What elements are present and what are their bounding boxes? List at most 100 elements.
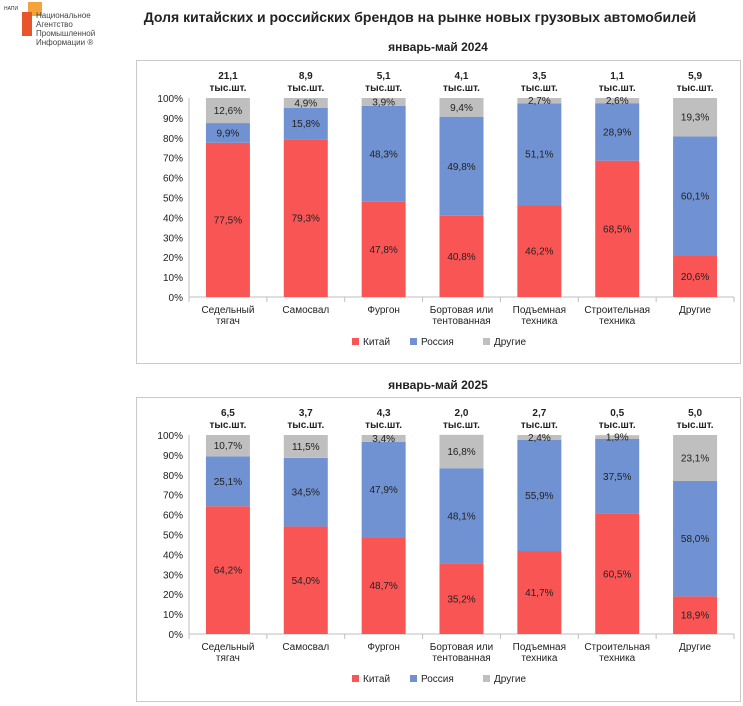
bar-segment: [439, 563, 484, 634]
legend-swatch: [410, 675, 417, 682]
legend-swatch: [483, 338, 490, 345]
legend-swatch: [483, 675, 490, 682]
y-tick-label: 60%: [163, 511, 183, 522]
total-unit: тыс.шт.: [209, 83, 246, 94]
bar-segment: [595, 438, 640, 514]
data-label: 64,2%: [214, 566, 242, 577]
x-tick-label: Самосвал: [282, 642, 329, 653]
data-label: 3,4%: [372, 434, 395, 445]
total-value: 8,9: [299, 71, 313, 82]
x-tick-label: тентованная: [432, 316, 490, 327]
bar-segment: [283, 526, 328, 634]
data-label: 54,0%: [292, 576, 320, 587]
y-tick-label: 20%: [163, 253, 183, 264]
y-tick-label: 10%: [163, 273, 183, 284]
total-unit: тыс.шт.: [287, 83, 324, 94]
data-label: 58,0%: [681, 534, 709, 545]
data-label: 15,8%: [292, 119, 320, 130]
y-tick-label: 80%: [163, 471, 183, 482]
total-unit: тыс.шт.: [677, 420, 714, 431]
data-label: 41,7%: [525, 588, 553, 599]
y-tick-label: 40%: [163, 550, 183, 561]
bar-segment: [283, 98, 328, 108]
data-label: 79,3%: [292, 214, 320, 225]
bar-segment: [517, 439, 562, 552]
data-label: 11,5%: [292, 442, 320, 453]
chart-2025-title: январь-май 2025: [388, 378, 488, 392]
x-tick-label: Седельный: [201, 305, 254, 316]
legend-label: Россия: [421, 337, 454, 348]
bar-segment: [595, 98, 640, 104]
chart-2024-frame: 0% 10% 20% 30% 40% 50% 60% 70% 80% 90% 100% 77,5% 9,…: [136, 60, 741, 364]
y-tick-label: 40%: [163, 213, 183, 224]
bar-segment: [595, 160, 640, 297]
total-value: 2,0: [455, 408, 469, 419]
bar-segment: [517, 551, 562, 634]
total-value: 5,1: [377, 71, 391, 82]
data-label: 46,2%: [525, 247, 553, 258]
x-tick-label: Строительная: [584, 305, 650, 316]
data-label: 48,3%: [369, 149, 397, 160]
bar-segment: [361, 537, 406, 634]
total-unit: тыс.шт.: [209, 420, 246, 431]
page-title: Доля китайских и российских брендов на р…: [143, 9, 697, 25]
y-tick-label: 60%: [163, 174, 183, 185]
data-label: 77,5%: [214, 215, 242, 226]
y-tick-label: 70%: [163, 154, 183, 165]
bar-segment: [673, 435, 718, 481]
x-tick-label: Седельный: [201, 642, 254, 653]
x-tick-label: Фургон: [367, 642, 400, 653]
bar-segment: [673, 98, 718, 137]
x-tick-label: Бортовая или: [430, 305, 493, 316]
data-label: 9,9%: [217, 128, 240, 139]
total-unit: тыс.шт.: [521, 83, 558, 94]
data-label: 1,9%: [606, 433, 629, 444]
y-tick-label: 50%: [163, 531, 183, 542]
total-unit: тыс.шт.: [443, 420, 480, 431]
bar-segment: [439, 434, 484, 469]
y-tick-label: 90%: [163, 114, 183, 125]
bar-segment: [439, 468, 484, 564]
x-tick-label: тентованная: [432, 653, 490, 664]
data-label: 4,9%: [294, 98, 317, 109]
total-unit: тыс.шт.: [599, 83, 636, 94]
data-label: 48,7%: [369, 581, 397, 592]
x-tick-label: техника: [599, 316, 636, 327]
total-value: 0,5: [610, 408, 624, 419]
data-label: 2,6%: [606, 96, 629, 107]
data-label: 12,6%: [214, 106, 242, 117]
bar-segment: [517, 205, 562, 297]
logo-box-label: НАПИ: [4, 6, 19, 12]
data-label: 37,5%: [603, 472, 631, 483]
data-label: 34,5%: [292, 488, 320, 499]
data-label: 49,8%: [447, 162, 475, 173]
total-unit: тыс.шт.: [287, 420, 324, 431]
x-tick-label: Бортовая или: [430, 642, 493, 653]
data-label: 68,5%: [603, 224, 631, 235]
data-label: 35,2%: [447, 594, 475, 605]
bar-segment: [361, 435, 406, 442]
data-label: 23,1%: [681, 453, 709, 464]
x-tick-label: Другие: [679, 305, 711, 316]
x-tick-label: техника: [521, 653, 558, 664]
bar-segment: [595, 435, 640, 439]
bar-segment: [205, 123, 250, 143]
y-tick-label: 80%: [163, 134, 183, 145]
bar-segment: [283, 457, 328, 527]
total-unit: тыс.шт.: [599, 420, 636, 431]
total-value: 3,5: [532, 71, 546, 82]
total-value: 4,1: [455, 71, 469, 82]
chart-2024: 0% 10% 20% 30% 40% 50% 60% 70% 80% 90% 100% 77,5% 9,…: [157, 71, 735, 348]
total-value: 6,5: [221, 408, 235, 419]
y-tick-label: 10%: [163, 610, 183, 621]
data-label: 48,1%: [447, 512, 475, 523]
y-tick-label: 70%: [163, 491, 183, 502]
x-tick-label: Другие: [679, 642, 711, 653]
logo-square-red: [22, 12, 32, 36]
data-label: 40,8%: [447, 252, 475, 263]
chart-2024-title: январь-май 2024: [388, 40, 488, 54]
data-label: 9,4%: [450, 103, 473, 114]
total-unit: тыс.шт.: [365, 420, 402, 431]
y-tick-label: 0%: [169, 293, 184, 304]
x-tick-label: техника: [521, 316, 558, 327]
